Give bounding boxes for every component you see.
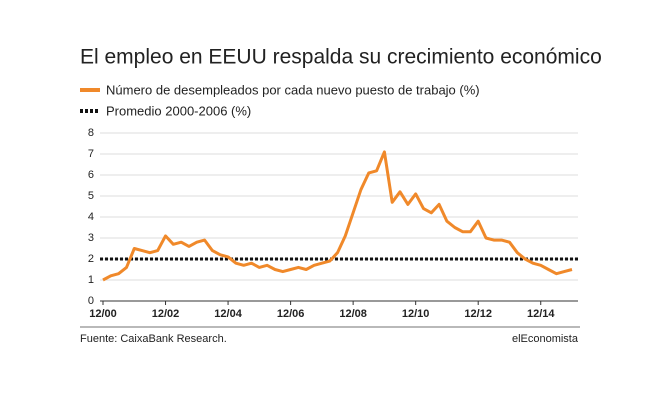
data-line [102, 150, 573, 282]
legend-label: Promedio 2000-2006 (%) [106, 103, 251, 118]
y-tick-label: 0 [88, 295, 94, 307]
x-tick-label: 12/06 [277, 308, 305, 320]
x-tick-label: 12/08 [339, 308, 367, 320]
source: Fuente: CaixaBank Research. [80, 333, 227, 345]
x-tick-label: 12/02 [152, 308, 180, 320]
chart-title: El empleo en EEUU respalda su crecimient… [80, 46, 602, 69]
brand: elEconomista [512, 333, 579, 345]
legend-label: Número de desempleados por cada nuevo pu… [106, 82, 480, 97]
x-tick-label: 12/14 [527, 308, 555, 320]
x-tick-label: 12/00 [89, 308, 117, 320]
y-tick-label: 8 [88, 127, 94, 139]
x-tick-label: 12/12 [464, 308, 492, 320]
y-tick-label: 2 [88, 253, 94, 265]
y-tick-label: 1 [88, 274, 94, 286]
x-tick-label: 12/04 [214, 308, 242, 320]
y-tick-label: 6 [88, 169, 94, 181]
y-tick-label: 3 [88, 232, 94, 244]
x-tick-label: 12/10 [402, 308, 430, 320]
y-tick-label: 5 [88, 190, 94, 202]
y-tick-label: 7 [88, 148, 94, 160]
y-tick-label: 4 [88, 211, 94, 223]
